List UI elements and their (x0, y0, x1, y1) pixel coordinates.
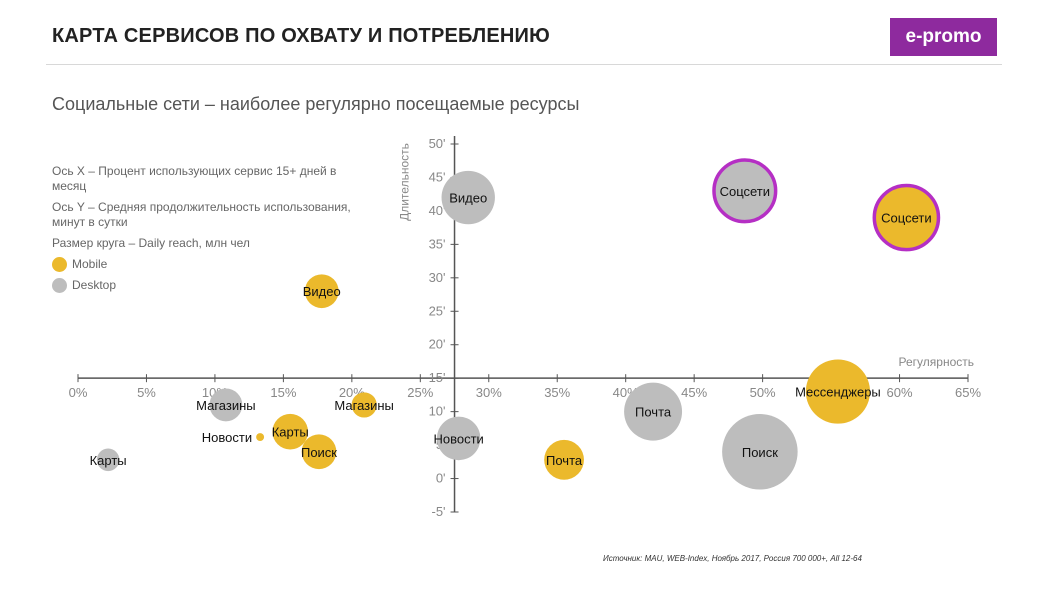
bubble-mobile (304, 274, 339, 309)
bubble-label-desktop: Новости (433, 431, 483, 446)
bubble-desktop (436, 416, 481, 461)
y-tick-label: 30' (429, 270, 446, 285)
legend-desktop-swatch (52, 278, 67, 293)
y-tick-label: 10' (429, 404, 446, 419)
y-tick-label: 0' (436, 471, 446, 486)
bubble-desktop (96, 448, 120, 472)
bubble-label-desktop: Карты (90, 453, 127, 468)
y-axis-title: Длительность (398, 143, 412, 221)
bubble-label-mobile: Магазины (334, 398, 394, 413)
y-tick-label: 35' (429, 236, 446, 251)
bubble-label-desktop: Почта (635, 405, 672, 420)
bubble-mobile (301, 434, 337, 470)
y-tick-label: -5' (431, 504, 445, 519)
x-tick-label: 15% (270, 385, 296, 400)
page-title: КАРТА СЕРВИСОВ ПО ОХВАТУ И ПОТРЕБЛЕНИЮ (52, 25, 550, 47)
bubble-desktop (441, 170, 495, 225)
bubble-mobile (272, 413, 309, 450)
x-tick-label: 30% (476, 385, 502, 400)
y-tick-label: 20' (429, 337, 446, 352)
bubble-label-mobile: Карты (272, 425, 309, 440)
x-tick-label: 5% (137, 385, 156, 400)
bubble-mobile (805, 359, 871, 424)
bubble-mobile (544, 439, 584, 480)
bubble-label-mobile: Соцсети (881, 211, 931, 226)
legend-mobile-swatch (52, 257, 67, 272)
slide-subtitle: Социальные сети – наиболее регулярно пос… (52, 94, 580, 114)
x-tick-label: 50% (750, 385, 776, 400)
y-tick-label: 15' (429, 370, 446, 385)
bubble-desktop (209, 388, 243, 422)
bubble-label-mobile: Видео (303, 284, 341, 299)
x-tick-label: 35% (544, 385, 570, 400)
bubble-mobile (872, 183, 941, 252)
legend-x-note: Ось X – Процент использующих сервис 15+ … (52, 164, 337, 193)
bubble-label-desktop: Магазины (196, 398, 256, 413)
legend-y-note: Ось Y – Средняя продолжительность исполь… (52, 200, 351, 229)
bubble-desktop (722, 414, 798, 490)
x-tick-label: 25% (407, 385, 433, 400)
bubble-desktop (624, 382, 683, 441)
legend-size-note: Размер круга – Daily reach, млн чел (52, 236, 250, 250)
bubble-label-desktop: Поиск (742, 445, 778, 460)
bubble-desktop (712, 158, 778, 224)
x-tick-label: 65% (955, 385, 981, 400)
bubble-mobile (351, 392, 377, 418)
legend-mobile-label: Mobile (72, 257, 108, 271)
y-tick-label: 25' (429, 303, 446, 318)
x-axis-title: Регулярность (899, 355, 975, 369)
chart-legend: Ось X – Процент использующих сервис 15+ … (52, 164, 362, 299)
y-tick-label: 50' (429, 136, 446, 151)
legend-desktop-label: Desktop (72, 278, 117, 292)
bubble-label-mobile: Почта (546, 453, 583, 468)
bubble-label-mobile: Новости (202, 430, 252, 445)
legend-desktop: Desktop (52, 278, 362, 293)
brand-logo: e-promo (890, 18, 997, 56)
source-note: Источник: MAU, WEB-Index, Ноябрь 2017, Р… (603, 554, 862, 563)
bubble-mobile (256, 433, 265, 442)
x-tick-label: 45% (681, 385, 707, 400)
bubble-label-mobile: Мессенджеры (795, 385, 881, 400)
x-tick-label: 0% (69, 385, 88, 400)
y-tick-label: 45' (429, 169, 446, 184)
bubble-label-mobile: Поиск (301, 445, 337, 460)
bubble-label-desktop: Соцсети (720, 184, 770, 199)
bubble-label-desktop: Видео (449, 191, 487, 206)
y-tick-label: 40' (429, 203, 446, 218)
header-divider (46, 64, 1002, 65)
legend-mobile: Mobile (52, 257, 362, 272)
x-tick-label: 60% (887, 385, 913, 400)
